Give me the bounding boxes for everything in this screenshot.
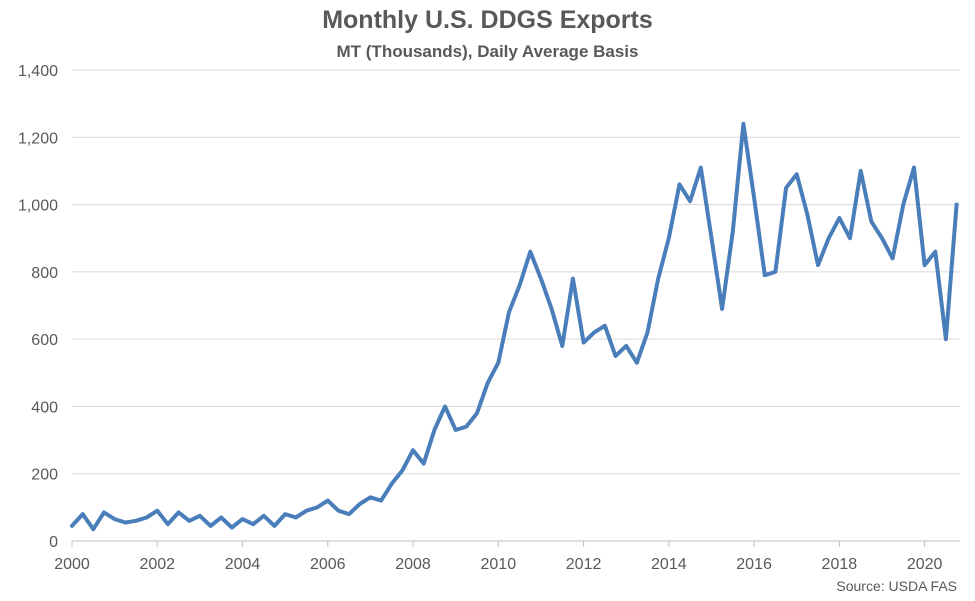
y-tick-label: 600 [31, 332, 58, 349]
x-tick-label: 2010 [481, 556, 517, 573]
x-tick-label: 2004 [225, 556, 261, 573]
x-tick-label: 2012 [566, 556, 602, 573]
x-tick-label: 2014 [651, 556, 687, 573]
x-tick-label: 2000 [54, 556, 90, 573]
series-line [70, 121, 959, 532]
source-note: Source: USDA FAS [836, 578, 957, 594]
y-tick-label: 0 [49, 534, 58, 551]
y-tick-label: 1,400 [18, 63, 58, 80]
x-tick-label: 2002 [139, 556, 175, 573]
x-tick-label: 2018 [822, 556, 858, 573]
y-tick-label: 1,000 [18, 198, 58, 215]
x-tick-label: 2008 [395, 556, 431, 573]
y-tick-label: 1,200 [18, 130, 58, 147]
x-tick-label: 2016 [736, 556, 772, 573]
y-tick-label: 200 [31, 467, 58, 484]
chart-title: Monthly U.S. DDGS Exports [322, 6, 653, 34]
x-tick-label: 2006 [310, 556, 346, 573]
y-tick-label: 400 [31, 399, 58, 416]
chart-subtitle: MT (Thousands), Daily Average Basis [336, 42, 639, 61]
y-tick-label: 800 [31, 265, 58, 282]
x-tick-label: 2020 [907, 556, 943, 573]
